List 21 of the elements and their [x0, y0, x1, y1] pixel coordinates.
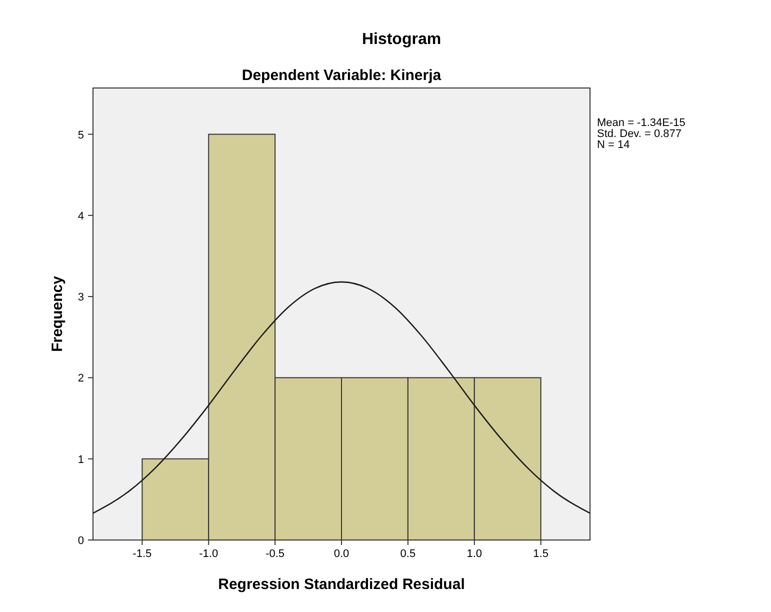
y-axis-title: Frequency: [49, 275, 66, 352]
text: N = 14: [597, 139, 630, 151]
chart-title: Histogram: [362, 31, 442, 48]
text: Mean = -1.34E-15: [597, 117, 686, 129]
x-tick-label: -0.5: [266, 548, 285, 560]
y-tick-label: 5: [78, 129, 84, 142]
y-tick-label: 4: [78, 210, 84, 222]
x-tick-label: -1.0: [199, 548, 218, 560]
chart-subtitle: Dependent Variable: Kinerja: [242, 67, 442, 84]
x-tick-label: -1.5: [132, 548, 152, 560]
text: Std. Dev. = 0.877: [597, 128, 682, 140]
x-tick-label: 1.0: [466, 548, 482, 560]
line-series: [93, 281, 590, 514]
x-tick-label: 0.0: [334, 548, 350, 560]
y-tick-label: 1: [78, 454, 84, 466]
x-tick-label: 1.5: [533, 548, 548, 560]
y-tick-label: 2: [78, 372, 84, 385]
y-tick-label: 0: [78, 535, 84, 547]
x-tick-label: 0.5: [400, 548, 416, 560]
x-axis-title: Regression Standardized Residual: [218, 576, 465, 593]
y-tick-label: 3: [78, 292, 84, 304]
